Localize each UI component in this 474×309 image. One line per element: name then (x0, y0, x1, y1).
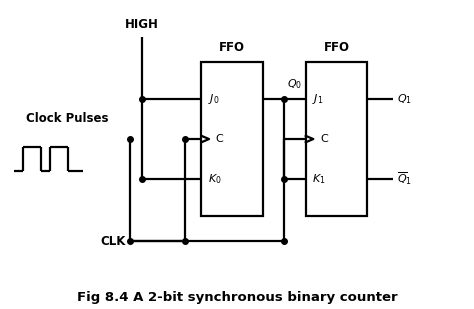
Text: FFO: FFO (219, 41, 245, 54)
Text: $\overline{Q}_1$: $\overline{Q}_1$ (397, 171, 412, 188)
Text: $K_1$: $K_1$ (312, 172, 326, 186)
Bar (201, 62, 263, 216)
Text: FFO: FFO (324, 41, 349, 54)
Text: $Q_0$: $Q_0$ (287, 77, 302, 91)
Text: HIGH: HIGH (125, 18, 159, 31)
Text: Fig 8.4 A 2-bit synchronous binary counter: Fig 8.4 A 2-bit synchronous binary count… (77, 291, 397, 304)
Text: Clock Pulses: Clock Pulses (26, 112, 109, 125)
Text: $J_0$: $J_0$ (208, 92, 219, 106)
Text: $J_1$: $J_1$ (312, 92, 324, 106)
Text: C: C (216, 134, 223, 144)
Text: C: C (320, 134, 328, 144)
Bar (306, 62, 367, 216)
Text: $Q_1$: $Q_1$ (397, 92, 412, 106)
Text: $K_0$: $K_0$ (208, 172, 222, 186)
Text: CLK: CLK (100, 235, 126, 248)
